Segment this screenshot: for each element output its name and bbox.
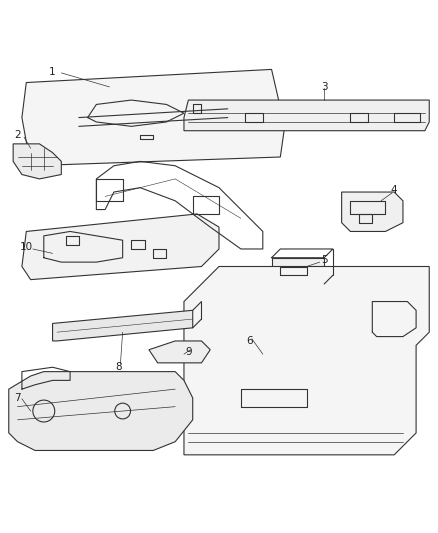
Text: 10: 10 — [20, 242, 33, 252]
Polygon shape — [53, 310, 193, 341]
Text: 3: 3 — [321, 82, 328, 92]
Text: 8: 8 — [115, 362, 122, 372]
Text: 2: 2 — [14, 130, 21, 140]
Text: 1: 1 — [49, 67, 56, 77]
Polygon shape — [342, 192, 403, 231]
Text: 6: 6 — [246, 336, 253, 346]
Text: 9: 9 — [185, 347, 192, 357]
Polygon shape — [22, 214, 219, 280]
Polygon shape — [272, 258, 324, 284]
Polygon shape — [22, 69, 285, 166]
Text: 5: 5 — [321, 255, 328, 265]
Polygon shape — [149, 341, 210, 363]
Text: 7: 7 — [14, 393, 21, 403]
Polygon shape — [184, 100, 429, 131]
Polygon shape — [13, 144, 61, 179]
Polygon shape — [9, 372, 193, 450]
Polygon shape — [184, 266, 429, 455]
Text: 4: 4 — [391, 185, 398, 195]
